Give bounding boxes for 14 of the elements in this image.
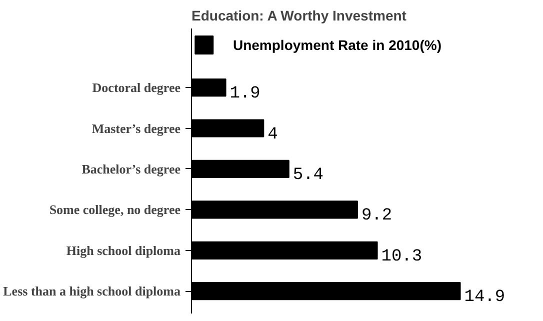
data-label: 10.3 — [381, 247, 422, 266]
data-label: 9.2 — [361, 206, 392, 226]
y-tick-label: Some college, no degree — [49, 202, 181, 218]
data-label: 1.9 — [230, 84, 260, 104]
y-tick-label: Master’s degree — [92, 120, 181, 136]
y-tick-label: Doctoral degree — [92, 80, 181, 96]
y-tick-label: Less than a high school diploma — [3, 284, 181, 299]
y-tick-label: High school diploma — [66, 242, 181, 258]
legend-label: Unemployment Rate in 2010(%) — [232, 36, 442, 53]
data-label: 4 — [268, 125, 278, 144]
chart-title: Education: A Worthy Investment — [192, 8, 407, 24]
y-tick-label: Bachelor’s degree — [82, 161, 181, 176]
data-label: 5.4 — [292, 166, 324, 185]
data-label: 14.9 — [464, 288, 506, 308]
